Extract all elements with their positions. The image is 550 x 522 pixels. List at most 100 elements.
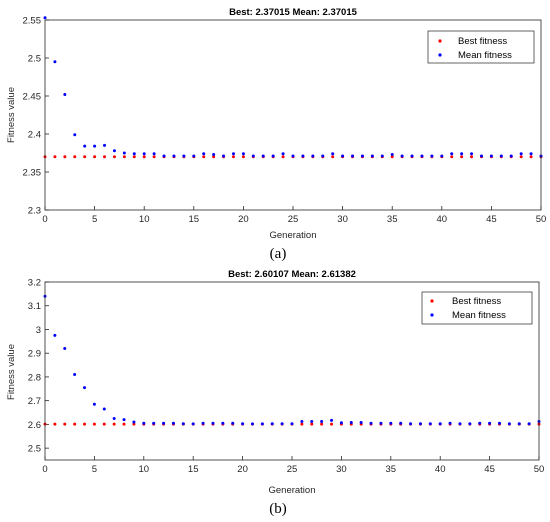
plot-frame (44, 281, 540, 461)
mean-fitness-point (438, 422, 442, 426)
mean-fitness-point (460, 152, 464, 156)
mean-fitness-point (53, 60, 57, 64)
mean-fitness-point (103, 143, 107, 147)
y-axis-label: Fitness value (6, 87, 17, 143)
mean-fitness-point (122, 418, 126, 422)
legend-marker-best (438, 39, 442, 43)
plot-frame (44, 19, 542, 211)
mean-fitness-point (171, 421, 175, 425)
mean-fitness-point (63, 92, 67, 96)
best-fitness-point (529, 155, 533, 159)
x-tick-label: 45 (484, 464, 495, 475)
legend-label-best: Best fitness (458, 36, 507, 47)
legend-marker-mean (430, 313, 434, 317)
mean-fitness-point (468, 422, 472, 426)
best-fitness-point (112, 422, 116, 426)
mean-fitness-point (112, 149, 116, 153)
x-tick-label: 45 (486, 214, 497, 225)
y-tick-label: 2.4 (28, 130, 41, 141)
x-axis-label: Generation (269, 230, 316, 241)
mean-fitness-point (260, 422, 264, 426)
mean-fitness-point (241, 152, 245, 156)
mean-fitness-point (172, 154, 176, 158)
mean-fitness-point (92, 402, 96, 406)
mean-fitness-point (281, 152, 285, 156)
mean-fitness-point (370, 154, 374, 158)
mean-fitness-point (271, 154, 275, 158)
x-tick-label: 30 (337, 214, 348, 225)
mean-fitness-point (430, 154, 434, 158)
mean-fitness-point (399, 421, 403, 425)
mean-fitness-point (162, 421, 166, 425)
mean-fitness-point (290, 422, 294, 426)
best-fitness-point (63, 422, 67, 426)
mean-fitness-point (201, 421, 205, 425)
best-fitness-point (103, 155, 107, 159)
mean-fitness-point (311, 154, 315, 158)
best-fitness-point (519, 155, 523, 159)
best-fitness-point (73, 422, 77, 426)
mean-fitness-point (83, 144, 87, 148)
legend-label-mean: Mean fitness (458, 50, 512, 61)
mean-fitness-point (221, 421, 225, 425)
mean-fitness-point (488, 421, 492, 425)
best-fitness-point (390, 155, 394, 159)
best-fitness-point (310, 422, 314, 426)
mean-fitness-point (142, 152, 146, 156)
mean-fitness-point (529, 152, 533, 156)
mean-fitness-point (231, 421, 235, 425)
mean-fitness-point (470, 152, 474, 156)
mean-fitness-point (231, 152, 235, 156)
mean-fitness-point (458, 422, 462, 426)
mean-fitness-point (320, 420, 324, 424)
best-fitness-point (53, 155, 57, 159)
mean-fitness-point (142, 421, 146, 425)
mean-fitness-point (339, 421, 343, 425)
y-tick-label: 2.3 (28, 206, 41, 217)
y-tick-label: 2.8 (28, 372, 41, 383)
best-fitness-point (460, 155, 464, 159)
mean-fitness-point (250, 422, 254, 426)
legend: Best fitness Mean fitness (421, 291, 533, 325)
mean-fitness-point (291, 154, 295, 158)
mean-fitness-point (330, 418, 334, 422)
mean-fitness-point (43, 16, 47, 20)
mean-fitness-point (241, 422, 245, 426)
best-fitness-point (132, 422, 136, 426)
x-tick-label: 50 (534, 464, 545, 475)
mean-fitness-point (418, 422, 422, 426)
mean-fitness-point (410, 154, 414, 158)
best-fitness-point (122, 155, 126, 159)
mean-fitness-point (300, 420, 304, 424)
mean-fitness-point (112, 416, 116, 420)
x-tick-label: 35 (387, 214, 398, 225)
best-fitness-point (330, 422, 334, 426)
legend: Best fitness Mean fitness (427, 30, 535, 64)
y-tick-label: 2.45 (23, 92, 42, 103)
mean-fitness-point (497, 421, 501, 425)
x-tick-label: 40 (435, 464, 446, 475)
mean-fitness-point (102, 407, 106, 411)
mean-fitness-point (191, 422, 195, 426)
mean-fitness-point (261, 154, 265, 158)
mean-fitness-point (527, 422, 531, 426)
x-tick-label: 0 (42, 464, 47, 475)
best-fitness-point (331, 155, 335, 159)
y-tick-label: 3.2 (28, 278, 41, 289)
axis-ticks: 0 5 10 15 20 25 30 35 40 45 50 2.5 2.6 2.7 2.8 2.9 3 3.1 3… (28, 278, 545, 476)
best-fitness-point (152, 155, 156, 159)
x-tick-label: 5 (92, 214, 97, 225)
mean-fitness-point (380, 154, 384, 158)
best-fitness-point (132, 155, 136, 159)
mean-fitness-point (251, 154, 255, 158)
legend-label-best: Best fitness (452, 296, 501, 307)
y-axis-label: Fitness value (6, 344, 17, 400)
mean-fitness-point (390, 153, 394, 157)
chart-title: Best: 2.37015 Mean: 2.37015 (229, 7, 358, 18)
mean-fitness-point (507, 422, 511, 426)
best-fitness-point (112, 155, 116, 159)
mean-fitness-point (63, 346, 67, 350)
mean-fitness-point (409, 422, 413, 426)
best-fitness-point (63, 155, 67, 159)
